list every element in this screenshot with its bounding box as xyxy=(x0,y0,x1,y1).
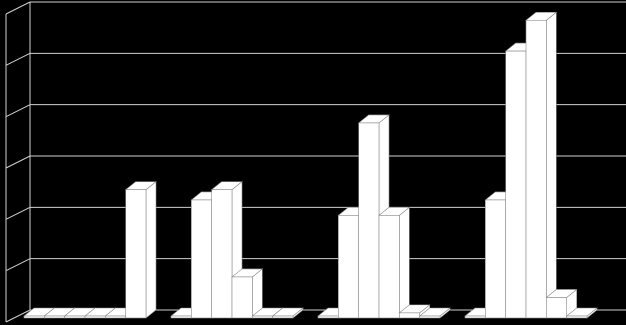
bar-front xyxy=(44,315,65,319)
grid-line xyxy=(5,52,31,66)
bar-front xyxy=(378,215,400,319)
bar-front xyxy=(566,315,588,319)
bar xyxy=(378,206,411,319)
bar-front xyxy=(419,315,441,319)
bar-front xyxy=(485,199,506,319)
bar-front xyxy=(505,50,527,319)
grid-line xyxy=(5,104,31,118)
grid-line xyxy=(5,258,31,272)
grid-line xyxy=(5,206,31,220)
bar-front xyxy=(84,315,106,319)
bar-front xyxy=(338,215,359,319)
bar-side xyxy=(546,11,557,319)
bar-front xyxy=(23,315,45,319)
grid-line xyxy=(5,309,31,323)
bar-front xyxy=(252,315,273,319)
bar-front xyxy=(399,312,420,319)
bar-front xyxy=(105,315,126,319)
bar xyxy=(565,307,598,319)
bar-front xyxy=(317,315,339,319)
bar xyxy=(525,11,558,319)
bar-front xyxy=(211,189,233,319)
bar xyxy=(124,181,157,319)
bar-front xyxy=(170,315,192,319)
bar-front xyxy=(464,315,486,319)
bar-front xyxy=(64,315,86,319)
bar xyxy=(271,307,304,319)
bar-front xyxy=(358,122,380,319)
bar-side xyxy=(399,206,410,319)
bar-front xyxy=(231,276,253,319)
grid-line xyxy=(5,155,31,169)
bar-front xyxy=(546,297,567,319)
bar xyxy=(418,307,451,319)
bar xyxy=(545,288,578,319)
bar-side xyxy=(145,181,157,319)
bar-front xyxy=(191,199,212,319)
bar-front xyxy=(525,19,547,319)
bar xyxy=(231,268,264,319)
bar-front xyxy=(272,315,294,319)
bar-front xyxy=(125,189,147,319)
grid-line xyxy=(5,1,31,15)
